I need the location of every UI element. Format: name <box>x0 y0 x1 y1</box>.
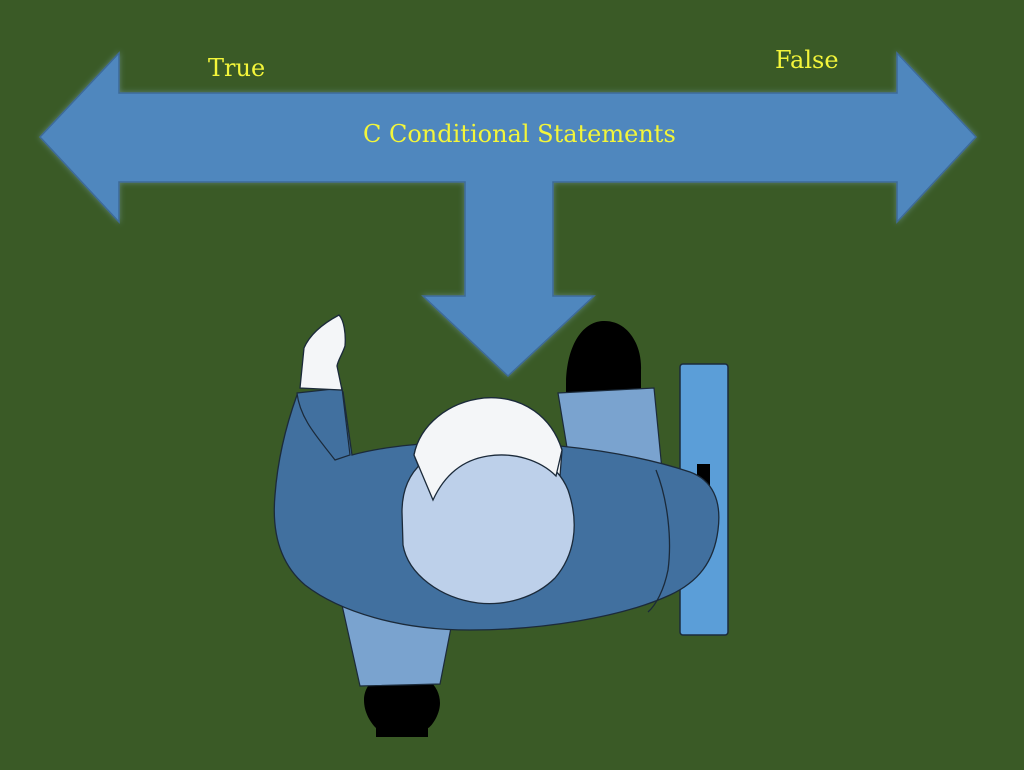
diagram-title: C Conditional Statements <box>363 120 676 148</box>
bottom-shoe <box>364 671 440 737</box>
top-shoe <box>566 320 642 392</box>
three-way-arrow <box>38 51 978 378</box>
hand-glove <box>299 314 346 391</box>
arm-crease <box>647 469 671 613</box>
true-label: True <box>208 54 265 82</box>
collar <box>413 397 563 502</box>
upper-arm <box>296 387 351 461</box>
false-label: False <box>775 46 839 74</box>
person-top-view-icon <box>273 314 720 737</box>
